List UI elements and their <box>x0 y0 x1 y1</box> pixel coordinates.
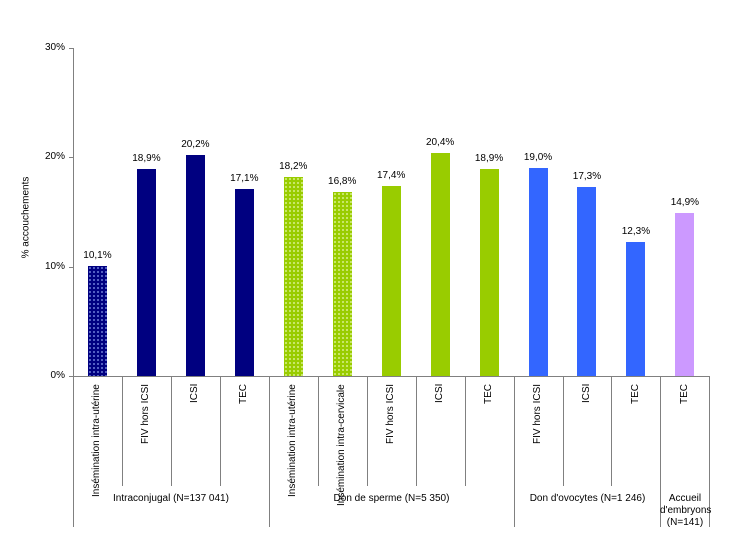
bar <box>430 152 450 376</box>
category-divider <box>465 376 466 486</box>
y-axis-label: % accouchements <box>20 176 32 259</box>
group-label-line: d'embryons <box>660 505 712 516</box>
bar <box>136 169 156 376</box>
group-label-accueil-embryons: Accueil d'embryons (N=141) <box>660 493 712 529</box>
bar <box>332 192 352 376</box>
bar <box>234 189 254 376</box>
group-divider <box>660 376 661 527</box>
y-tick-mark <box>69 48 73 49</box>
category-label: TEC <box>678 384 690 404</box>
category-divider <box>416 376 417 486</box>
bar <box>528 168 548 376</box>
group-label-line: (N=141) <box>666 517 704 528</box>
y-tick-0: 0% <box>50 370 65 381</box>
category-divider <box>122 376 123 486</box>
category-label: ICSI <box>580 383 592 403</box>
bar-value-label: 10,1% <box>83 249 112 261</box>
bar <box>87 265 107 376</box>
group-divider <box>73 376 74 527</box>
bar-value-label: 20,4% <box>425 136 455 148</box>
category-label: ICSI <box>189 383 201 403</box>
bar-value-label: 20,2% <box>181 139 210 151</box>
bar-value-label: 14,9% <box>670 197 700 209</box>
bar <box>283 177 303 376</box>
group-label-line: Accueil <box>668 493 702 504</box>
group-divider <box>269 376 270 527</box>
bar <box>577 186 597 376</box>
bar <box>626 241 646 376</box>
group-divider <box>709 376 710 527</box>
bar <box>479 169 499 376</box>
category-label: TEC <box>238 384 250 404</box>
bar-value-label: 18,9% <box>132 153 161 165</box>
y-tick-10: 10% <box>44 261 65 272</box>
y-axis <box>73 48 74 377</box>
bar <box>381 185 401 376</box>
bar-value-label: 17,1% <box>230 173 259 185</box>
bar-value-label: 16,8% <box>328 176 357 188</box>
category-label: Insémination intra-cervicale <box>336 384 348 506</box>
y-tick-mark <box>69 267 73 268</box>
bar-value-label: 19,0% <box>523 152 553 164</box>
bar <box>675 213 695 376</box>
bar-value-label: 12,3% <box>621 225 651 237</box>
bar-value-label: 17,4% <box>376 169 406 181</box>
y-tick-30: 30% <box>44 42 65 53</box>
category-label: FIV hors ICSI <box>385 383 397 444</box>
category-divider <box>367 376 368 486</box>
category-label: FIV hors ICSI <box>140 383 152 444</box>
bar-value-label: 18,9% <box>474 153 504 165</box>
category-label: ICSI <box>434 383 446 403</box>
category-divider <box>563 376 564 486</box>
y-tick-mark <box>69 157 73 158</box>
category-label: FIV hors ICSI <box>532 383 544 444</box>
bar-value-label: 17,3% <box>572 170 602 182</box>
bar <box>185 155 205 376</box>
category-divider <box>171 376 172 486</box>
group-divider <box>514 376 515 527</box>
category-divider <box>611 376 612 486</box>
category-divider <box>318 376 319 486</box>
group-label-don-ovocytes: Don d'ovocytes (N=1 246) <box>529 493 646 504</box>
category-label: TEC <box>483 384 495 404</box>
category-label: Insémination intra-utérine <box>287 384 299 497</box>
category-label: TEC <box>629 384 641 404</box>
category-divider <box>220 376 221 486</box>
y-tick-20: 20% <box>44 151 65 162</box>
y-tick-mark <box>69 376 73 377</box>
category-label: Insémination intra-utérine <box>91 384 103 497</box>
x-axis <box>73 376 710 377</box>
bar-value-label: 18,2% <box>279 161 308 172</box>
group-label-intraconjugal: Intraconjugal (N=137 041) <box>113 493 229 504</box>
group-label-don-sperme: Don de sperme (N=5 350) <box>333 493 450 504</box>
